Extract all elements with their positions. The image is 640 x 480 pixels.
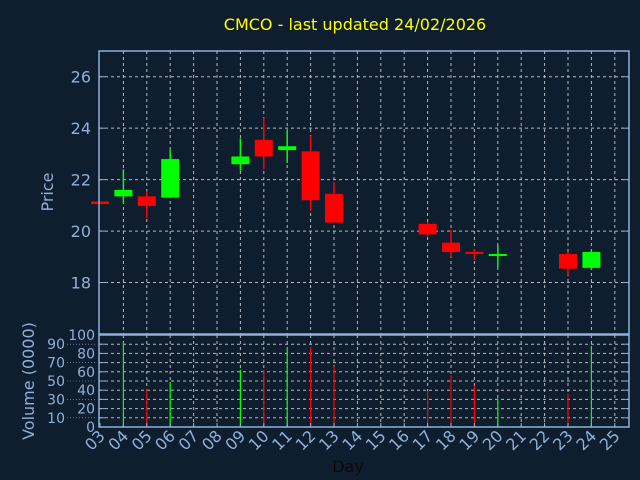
candle-body: [278, 146, 297, 151]
volume-tick-label: 0: [86, 420, 95, 436]
volume-tick-label: 100: [68, 328, 95, 344]
candle-body: [418, 223, 437, 235]
y-tick-label: 18: [71, 274, 91, 293]
volume-panel-frame: [98, 334, 630, 428]
volume-tick-label: 80: [77, 346, 95, 362]
candle-body: [254, 139, 273, 157]
price-panel-frame: [98, 50, 630, 335]
volume-tick-label: 20: [77, 402, 95, 418]
volume-axis-label: Volume (0000): [19, 322, 38, 440]
volume-tick-label: 90: [47, 337, 65, 353]
candle-body: [582, 251, 601, 268]
volume-tick-label: 40: [77, 383, 95, 399]
y-tick-label: 22: [71, 171, 91, 190]
volume-tick-label: 10: [47, 411, 65, 427]
y-axis-label: Price: [38, 172, 57, 211]
candle-body: [137, 196, 156, 206]
x-axis-label: Day: [332, 457, 364, 476]
candle-body: [465, 251, 484, 254]
volume-tick-label: 50: [47, 374, 65, 390]
chart-title: CMCO - last updated 24/02/2026: [224, 15, 486, 34]
candle-body: [91, 201, 109, 205]
volume-tick-label: 60: [77, 365, 95, 381]
candle-body: [114, 189, 133, 197]
y-tick-label: 20: [71, 222, 91, 241]
x-tick-label: 25: [596, 426, 624, 454]
candle-body: [488, 253, 507, 257]
candle-body: [442, 242, 460, 252]
candle-body: [559, 253, 577, 269]
candle-body: [325, 193, 343, 223]
candle-body: [301, 151, 320, 201]
y-tick-label: 26: [71, 68, 91, 87]
candle-body: [231, 156, 250, 165]
volume-tick-label: 70: [47, 356, 65, 372]
y-tick-label: 24: [71, 119, 91, 138]
candle-body: [161, 159, 180, 198]
volume-tick-label: 30: [47, 392, 65, 408]
